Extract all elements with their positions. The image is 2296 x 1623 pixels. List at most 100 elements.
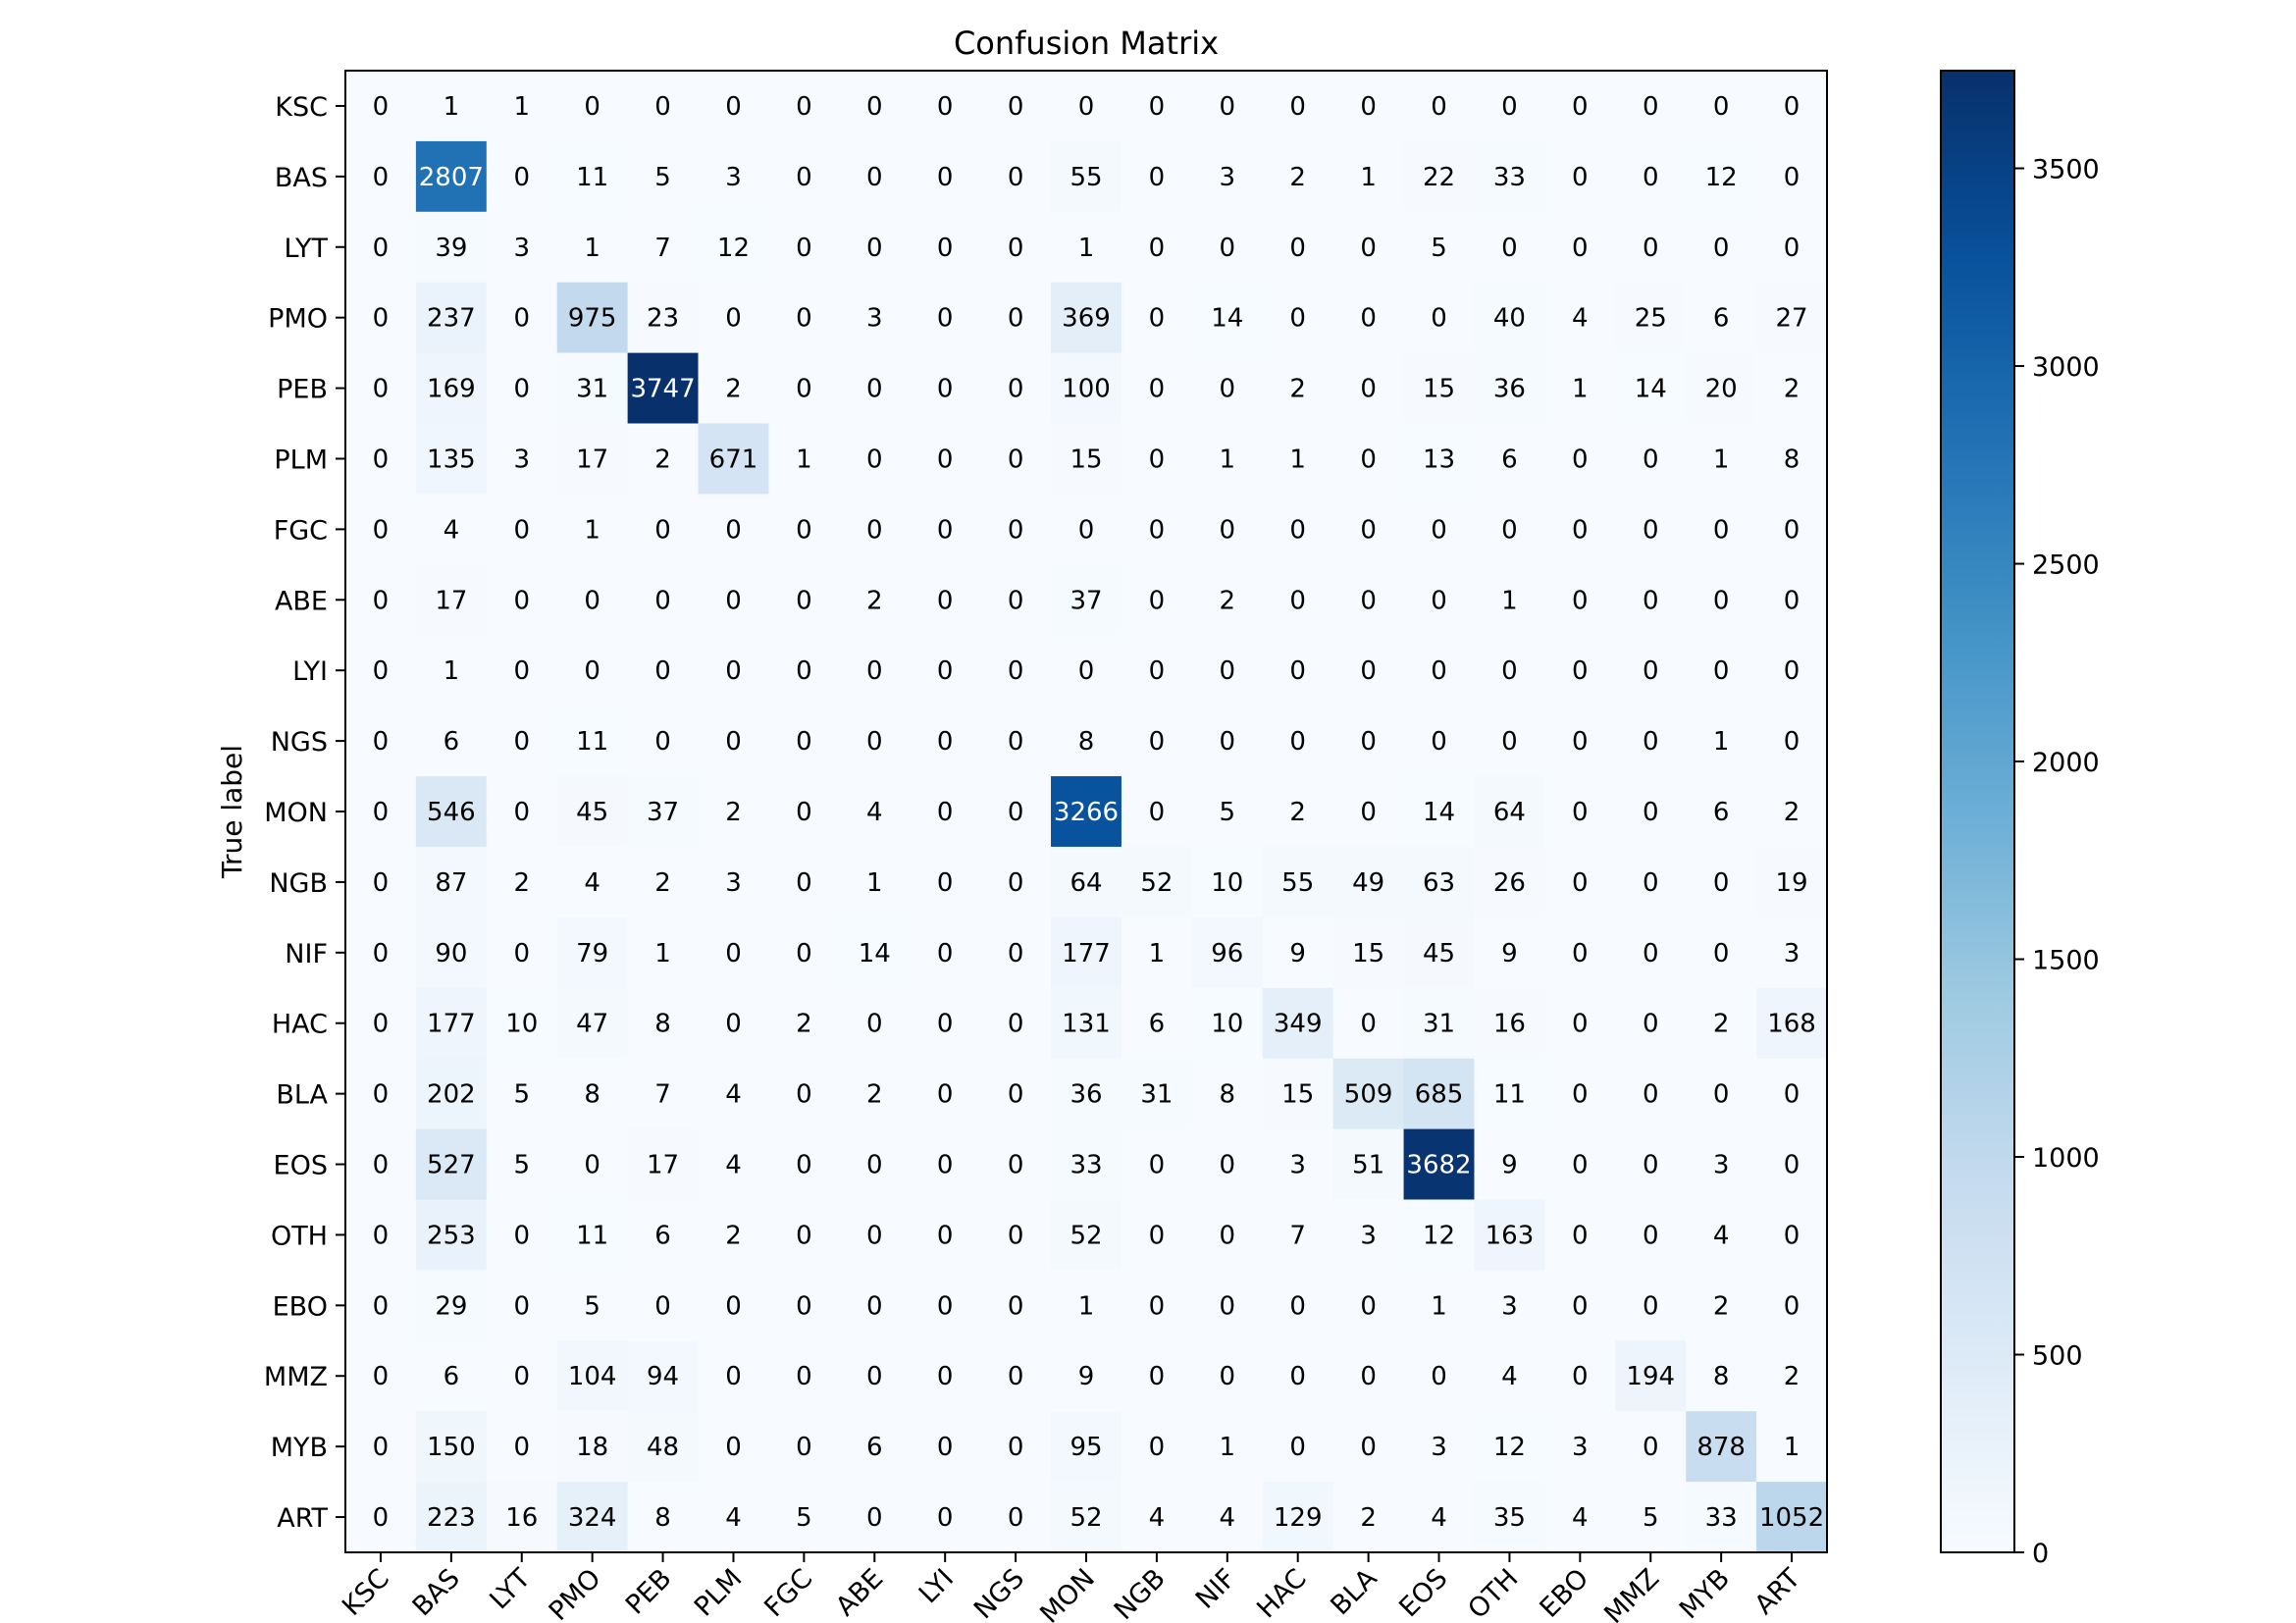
heatmap-cell <box>698 71 770 142</box>
cell-value-label: 0 <box>513 1221 530 1250</box>
heatmap-cell <box>1332 1128 1405 1201</box>
heatmap-cell <box>980 776 1052 848</box>
heatmap-cell <box>556 776 629 848</box>
cell-value-label: 0 <box>1008 586 1024 615</box>
cell-value-label: 0 <box>1713 939 1730 969</box>
heatmap-cell <box>1403 846 1476 918</box>
cell-value-label: 10 <box>505 1010 538 1039</box>
cell-value-label: 0 <box>866 515 883 545</box>
heatmap-cell <box>1051 1340 1122 1412</box>
cell-value-label: 0 <box>1008 1080 1024 1110</box>
cell-value-label: 11 <box>576 727 608 757</box>
cell-value-label: 0 <box>1431 92 1447 122</box>
cell-value-label: 35 <box>1493 1503 1526 1533</box>
heatmap-cell <box>1756 494 1828 565</box>
heatmap-cell <box>839 140 911 213</box>
cell-value-label: 0 <box>1572 586 1589 615</box>
heatmap-cell <box>415 211 488 284</box>
cell-value-label: 131 <box>1062 1010 1111 1039</box>
heatmap-cell <box>1403 1058 1476 1130</box>
heatmap-cell <box>768 352 840 425</box>
heatmap-cell <box>1051 987 1122 1060</box>
heatmap-cell <box>768 987 840 1060</box>
cell-value-label: 55 <box>1281 868 1314 898</box>
heatmap-cell <box>1332 564 1405 636</box>
heatmap-cell <box>345 1411 417 1483</box>
heatmap-cell <box>1121 211 1193 284</box>
heatmap-cell <box>1756 1340 1828 1412</box>
heatmap-cell <box>1332 282 1405 354</box>
cell-value-label: 0 <box>373 1010 390 1039</box>
heatmap-cell <box>1262 987 1334 1060</box>
cell-value-label: 52 <box>1070 1221 1102 1250</box>
cell-value-label: 0 <box>1643 586 1659 615</box>
cell-value-label: 0 <box>654 727 671 757</box>
cell-value-label: 4 <box>584 868 600 898</box>
heatmap-cell <box>1615 564 1687 636</box>
heatmap-cell <box>1051 1199 1122 1271</box>
heatmap-cell <box>910 1340 981 1412</box>
cell-value-label: 0 <box>1220 727 1236 757</box>
x-tick-label: MMZ <box>1598 1563 1665 1623</box>
heatmap-cell <box>1686 987 1757 1060</box>
cell-value-label: 0 <box>1713 515 1730 545</box>
cell-value-label: 0 <box>1360 445 1377 474</box>
cell-value-label: 0 <box>584 1151 600 1180</box>
cell-value-label: 0 <box>1784 234 1800 263</box>
cell-value-label: 48 <box>647 1433 679 1462</box>
heatmap-cell <box>1615 1058 1687 1130</box>
cell-value-label: 0 <box>1360 375 1377 404</box>
heatmap-cell <box>1756 1128 1828 1201</box>
heatmap-cell <box>910 211 981 284</box>
heatmap-cell <box>627 1199 700 1271</box>
heatmap-cell <box>345 1199 417 1271</box>
cell-value-label: 1 <box>1784 1433 1800 1462</box>
heatmap-cell <box>980 71 1052 142</box>
heatmap-cell <box>1615 846 1687 918</box>
y-tick-label: NIF <box>285 939 328 969</box>
heatmap-cell <box>415 1411 488 1483</box>
cell-value-label: 2 <box>1713 1010 1730 1039</box>
heatmap-cell <box>345 1482 417 1553</box>
cell-value-label: 87 <box>435 868 467 898</box>
cell-value-label: 10 <box>1211 868 1243 898</box>
heatmap-cell <box>1262 564 1334 636</box>
cell-value-label: 237 <box>427 304 476 334</box>
heatmap-cell <box>1686 706 1757 777</box>
cell-value-label: 0 <box>1431 727 1447 757</box>
heatmap-cell <box>698 916 770 989</box>
heatmap-cell <box>1403 1270 1476 1341</box>
cell-value-label: 0 <box>373 1221 390 1250</box>
heatmap-cell <box>910 1270 981 1341</box>
heatmap-cell <box>1615 776 1687 848</box>
cell-value-label: 15 <box>1070 445 1102 474</box>
heatmap-cell <box>1615 916 1687 989</box>
cell-value-label: 0 <box>725 92 742 122</box>
heatmap-cell <box>556 1482 629 1553</box>
heatmap-cell <box>1403 916 1476 989</box>
heatmap-cell <box>486 635 558 707</box>
cell-value-label: 11 <box>576 163 608 192</box>
cell-value-label: 0 <box>1643 445 1659 474</box>
cell-value-label: 0 <box>1149 375 1166 404</box>
cell-value-label: 0 <box>725 1362 742 1391</box>
cell-value-label: 37 <box>647 798 679 827</box>
cell-value-label: 1 <box>1220 1433 1236 1462</box>
cell-value-label: 0 <box>796 515 812 545</box>
cell-value-label: 194 <box>1626 1362 1675 1391</box>
heatmap-cell <box>839 282 911 354</box>
cell-value-label: 0 <box>1149 234 1166 263</box>
heatmap-cell <box>1051 352 1122 425</box>
cell-value-label: 6 <box>444 1362 460 1391</box>
cell-value-label: 0 <box>1008 1221 1024 1250</box>
cell-value-label: 0 <box>1008 1362 1024 1391</box>
cell-value-label: 0 <box>1149 656 1166 686</box>
heatmap-cell <box>1474 635 1545 707</box>
cell-value-label: 0 <box>1572 1151 1589 1180</box>
heatmap-cell <box>1121 1340 1193 1412</box>
cell-value-label: 0 <box>1360 656 1377 686</box>
heatmap-cell <box>345 282 417 354</box>
heatmap-cell <box>627 71 700 142</box>
cell-value-label: 0 <box>373 1080 390 1110</box>
heatmap-cell <box>415 564 488 636</box>
